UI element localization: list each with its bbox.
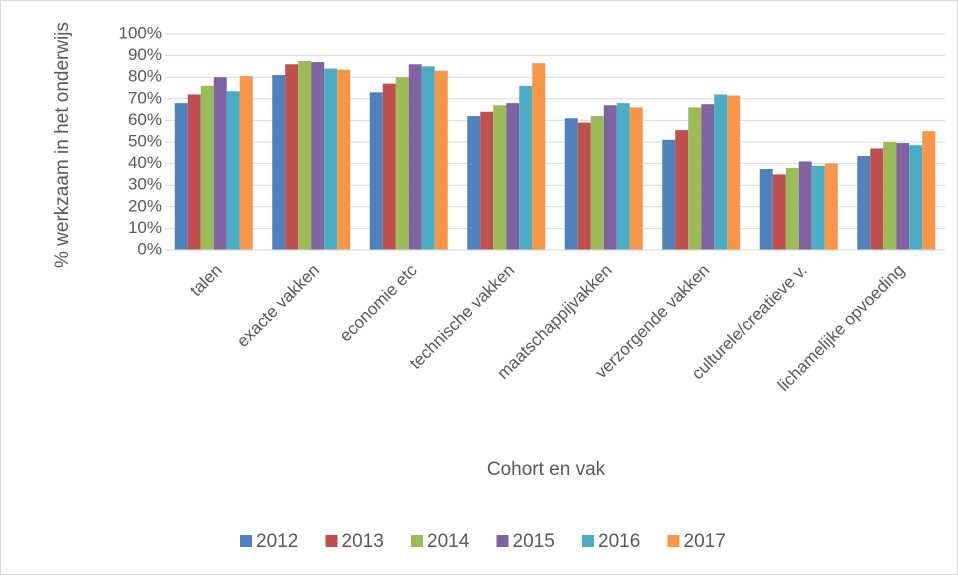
bar	[519, 85, 533, 250]
bar	[577, 122, 591, 250]
y-tick-label: 20%	[128, 196, 162, 215]
legend-swatch	[325, 535, 338, 547]
bar	[200, 85, 214, 250]
y-tick-label: 100%	[119, 23, 162, 42]
bar	[870, 148, 884, 250]
bar	[616, 103, 630, 251]
bar	[467, 116, 481, 250]
legend-label: 2014	[427, 531, 470, 552]
legend-swatch	[411, 535, 423, 547]
y-tick-label: 0%	[137, 239, 162, 258]
bar	[285, 64, 299, 251]
bar	[369, 92, 383, 250]
bar	[714, 94, 728, 250]
bar	[688, 107, 702, 250]
y-tick-label: 70%	[128, 88, 162, 107]
bar	[239, 76, 253, 251]
legend-swatch	[496, 535, 509, 547]
bar	[213, 77, 227, 250]
y-tick-label: 50%	[128, 131, 162, 150]
bar	[174, 103, 188, 251]
legend-swatch	[582, 535, 594, 547]
bar	[772, 174, 786, 250]
bar	[701, 104, 715, 250]
bar	[298, 61, 312, 250]
y-tick-label: 90%	[128, 45, 162, 64]
bar	[759, 169, 773, 250]
bar	[506, 103, 520, 251]
bar	[480, 111, 494, 250]
bar	[629, 107, 643, 250]
y-tick-label: 40%	[128, 153, 162, 172]
bar	[590, 116, 604, 250]
y-tick-label: 30%	[128, 175, 162, 194]
bar	[311, 62, 325, 250]
bar	[603, 105, 617, 250]
bar	[226, 91, 240, 251]
bar	[382, 83, 396, 251]
legend-label: 2012	[256, 531, 298, 552]
y-tick-label: 10%	[128, 218, 162, 237]
bar	[187, 94, 201, 250]
bar	[564, 118, 578, 251]
bar	[896, 143, 910, 250]
bar	[337, 69, 351, 250]
y-axis-title: % werkzaam in het onderwijs	[52, 22, 73, 268]
bar	[798, 161, 812, 250]
y-tick-label: 60%	[128, 110, 162, 129]
legend-label: 2013	[342, 531, 384, 552]
bar	[324, 68, 338, 250]
bar	[909, 145, 923, 250]
y-tick-label: 80%	[128, 67, 162, 86]
bar	[408, 64, 422, 251]
bar	[675, 130, 689, 250]
legend-swatch	[667, 535, 680, 547]
bar	[532, 63, 546, 250]
bar	[662, 139, 676, 250]
bar	[493, 105, 507, 250]
bar	[395, 77, 409, 250]
bar	[434, 70, 448, 250]
bar	[727, 95, 741, 250]
bar	[883, 142, 897, 250]
legend-label: 2016	[598, 531, 640, 552]
bar	[272, 75, 286, 250]
bar	[922, 131, 936, 250]
legend-swatch	[240, 535, 252, 547]
bar	[811, 165, 825, 250]
bar	[824, 163, 838, 250]
x-axis-title: Cohort en vak	[487, 459, 606, 480]
bar	[857, 156, 871, 250]
legend-label: 2017	[684, 531, 726, 552]
bar	[421, 66, 435, 251]
bar	[785, 167, 799, 250]
legend-label: 2015	[513, 531, 555, 552]
